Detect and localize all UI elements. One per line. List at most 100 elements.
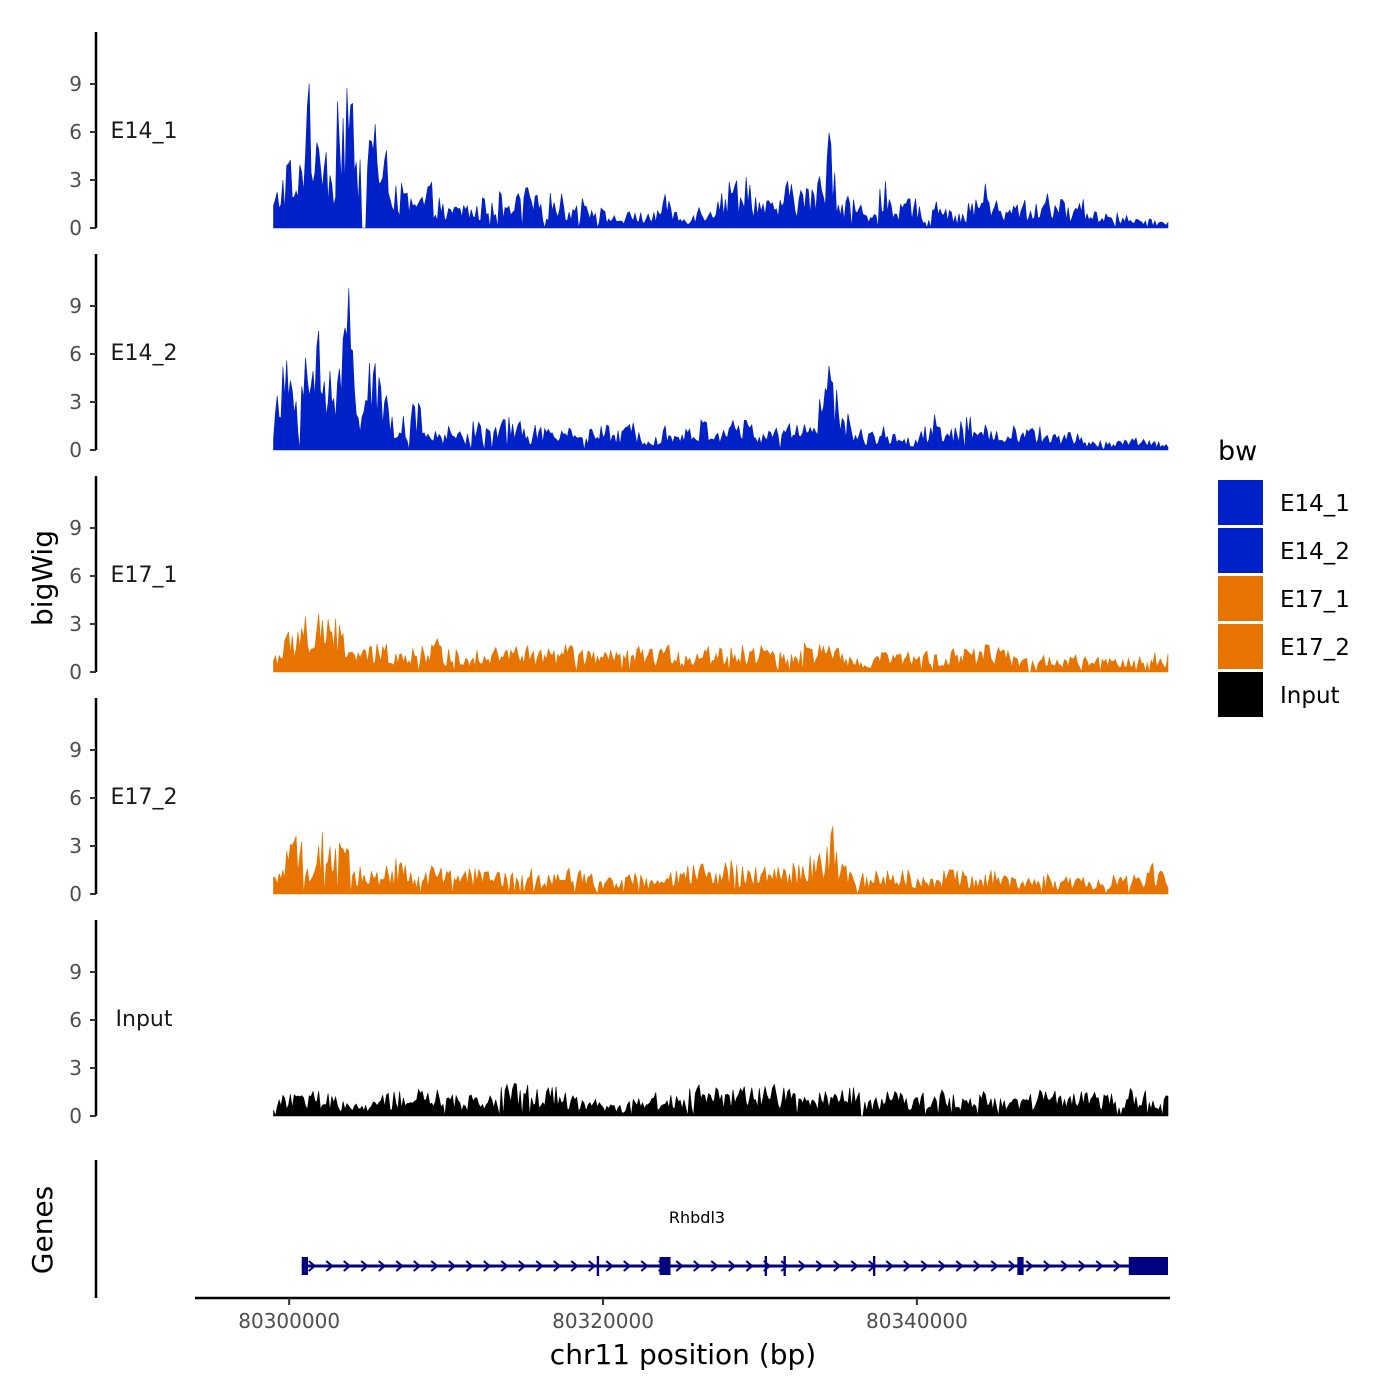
x-tick-label: 80340000	[866, 1309, 968, 1333]
y-tick-label: 6	[69, 1008, 82, 1032]
strand-chevron	[1025, 1260, 1034, 1272]
y-tick-label: 6	[69, 564, 82, 588]
legend-entry-label: E14_2	[1280, 539, 1350, 565]
strand-chevron	[500, 1260, 509, 1272]
legend-entry-label: E17_2	[1280, 635, 1350, 661]
track-e17-1: 0 3 6 9 E17_1	[69, 476, 1169, 684]
y-tick-label: 3	[69, 390, 82, 414]
strand-chevron	[360, 1260, 369, 1272]
y-axis-title: bigWig	[26, 530, 59, 626]
y-tick-label: 0	[69, 660, 82, 684]
legend-swatch	[1218, 480, 1263, 525]
x-axis-title: chr11 position (bp)	[550, 1338, 816, 1371]
strand-chevron	[518, 1260, 527, 1272]
gene-exon	[764, 1256, 768, 1276]
track-e14-1: 0 3 6 9 E14_1	[69, 32, 1169, 240]
track-e14-2: 0 3 6 9 E14_2	[69, 254, 1169, 462]
strand-chevron	[780, 1260, 789, 1272]
y-tick-label: 0	[69, 882, 82, 906]
gene-exon	[1128, 1257, 1168, 1275]
strand-chevron	[885, 1260, 894, 1272]
y-tick-label: 3	[69, 834, 82, 858]
track-input: 0 3 6 9 Input	[69, 920, 1169, 1128]
gene-exon	[1017, 1257, 1024, 1275]
strand-chevron	[745, 1260, 754, 1272]
legend-swatch	[1218, 624, 1263, 669]
strand-chevron	[990, 1260, 999, 1272]
signal-area	[273, 826, 1169, 896]
strand-chevron	[553, 1260, 562, 1272]
gene-name-label: Rhbdl3	[669, 1208, 725, 1227]
legend: bw E14_1 E14_2 E17_1 E17_2 Input	[1218, 436, 1350, 717]
signal-area	[273, 288, 1169, 451]
y-tick-label: 9	[69, 72, 82, 96]
y-tick-label: 9	[69, 738, 82, 762]
track-label: Input	[116, 1007, 173, 1032]
strand-chevron	[1008, 1260, 1017, 1272]
strand-chevron	[623, 1260, 632, 1272]
y-tick-label: 0	[69, 1104, 82, 1128]
legend-entry-label: Input	[1280, 683, 1340, 709]
gene-exon	[659, 1257, 671, 1275]
track-label: E17_1	[111, 563, 178, 588]
signal-area	[273, 1082, 1169, 1117]
y-tick-label: 3	[69, 1056, 82, 1080]
gene-exon	[301, 1257, 308, 1275]
strand-chevron	[395, 1260, 404, 1272]
strand-chevron	[378, 1260, 387, 1272]
strand-chevron	[343, 1260, 352, 1272]
genes-axis-title: Genes	[26, 1186, 59, 1274]
strand-chevron	[1043, 1260, 1052, 1272]
strand-chevron	[1095, 1260, 1104, 1272]
strand-chevron	[588, 1260, 597, 1272]
legend-swatch	[1218, 528, 1263, 573]
legend-entry-label: E17_1	[1280, 587, 1350, 613]
y-tick-label: 9	[69, 516, 82, 540]
tracks-layer: 0 3 6 9 E14_1 0 3 6 9 E14_2 0 3 6 9 E17_1 0 3 6 9 E17_2 0 3 6 9…	[69, 32, 1169, 1128]
gene-exon	[783, 1256, 786, 1276]
strand-chevron	[955, 1260, 964, 1272]
strand-chevron	[640, 1260, 649, 1272]
strand-chevron	[973, 1260, 982, 1272]
y-tick-label: 6	[69, 342, 82, 366]
strand-chevron	[850, 1260, 859, 1272]
legend-swatch	[1218, 672, 1263, 717]
strand-chevron	[1060, 1260, 1069, 1272]
x-axis: 80300000 80320000 80340000	[195, 1296, 1170, 1333]
strand-chevron	[605, 1260, 614, 1272]
legend-swatch	[1218, 576, 1263, 621]
signal-area	[273, 83, 1169, 230]
strand-chevron	[798, 1260, 807, 1272]
strand-chevron	[448, 1260, 457, 1272]
strand-chevron	[693, 1260, 702, 1272]
strand-chevron	[465, 1260, 474, 1272]
strand-chevron	[833, 1260, 842, 1272]
strand-chevron	[920, 1260, 929, 1272]
gene-exon	[872, 1256, 876, 1276]
strand-chevron	[483, 1260, 492, 1272]
y-tick-label: 3	[69, 612, 82, 636]
x-tick-label: 80300000	[238, 1309, 340, 1333]
track-label: E17_2	[111, 785, 178, 810]
y-tick-label: 3	[69, 168, 82, 192]
strand-chevron	[675, 1260, 684, 1272]
gene-layer: Rhbdl3	[94, 1160, 1168, 1298]
y-tick-label: 6	[69, 786, 82, 810]
strand-chevron	[413, 1260, 422, 1272]
strand-chevron	[308, 1260, 317, 1272]
strand-chevron	[1113, 1260, 1122, 1272]
y-tick-label: 0	[69, 438, 82, 462]
x-tick-label: 80320000	[552, 1309, 654, 1333]
strand-chevron	[570, 1260, 579, 1272]
strand-chevron	[903, 1260, 912, 1272]
legend-entry-label: E14_1	[1280, 491, 1350, 517]
track-label: E14_2	[111, 341, 178, 366]
y-tick-label: 9	[69, 294, 82, 318]
legend-title: bw	[1218, 436, 1257, 467]
strand-chevron	[815, 1260, 824, 1272]
strand-chevron	[535, 1260, 544, 1272]
gene-exon	[596, 1256, 600, 1276]
strand-chevron	[938, 1260, 947, 1272]
